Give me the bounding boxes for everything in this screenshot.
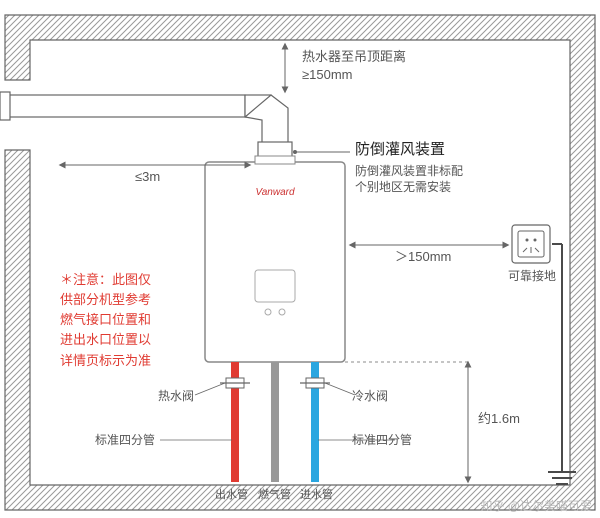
gas-label: 燃气管 — [258, 488, 291, 503]
caution-note: ＊注意：此图仅 供部分机型参考 燃气接口位置和 进出水口位置以 详情页标示为准 — [60, 270, 151, 371]
brand-text: Vanward — [255, 187, 295, 198]
std-pipe-left-label: 标准四分管 — [95, 432, 155, 448]
height-label: 约1.6m — [478, 410, 520, 428]
ground-label: 可靠接地 — [508, 268, 556, 284]
side-clearance-label: ＞150mm — [395, 248, 451, 266]
diagram-stage: Vanward — [0, 0, 600, 518]
cold-valve-label: 冷水阀 — [352, 388, 388, 404]
watermark: 知乎 @达尔美喵可爱 — [480, 498, 592, 514]
flue-horizontal — [0, 95, 245, 117]
ceiling-clearance-label: 热水器至吊顶距离 ≥150mm — [302, 48, 406, 83]
backdraft-note: 防倒灌风装置非标配 个别地区无需安装 — [355, 163, 463, 195]
std-pipe-right-label: 标准四分管 — [352, 432, 412, 448]
hot-valve-label: 热水阀 — [158, 388, 194, 404]
power-outlet-icon — [512, 225, 550, 263]
outlet-label: 出水管 — [215, 488, 248, 503]
inlet-label: 进水管 — [300, 488, 333, 503]
backdraft-title: 防倒灌风装置 — [355, 140, 445, 160]
diagram-svg: Vanward — [0, 0, 600, 518]
gas-pipe — [271, 362, 279, 482]
flue-length-label: ≤3m — [135, 168, 160, 186]
